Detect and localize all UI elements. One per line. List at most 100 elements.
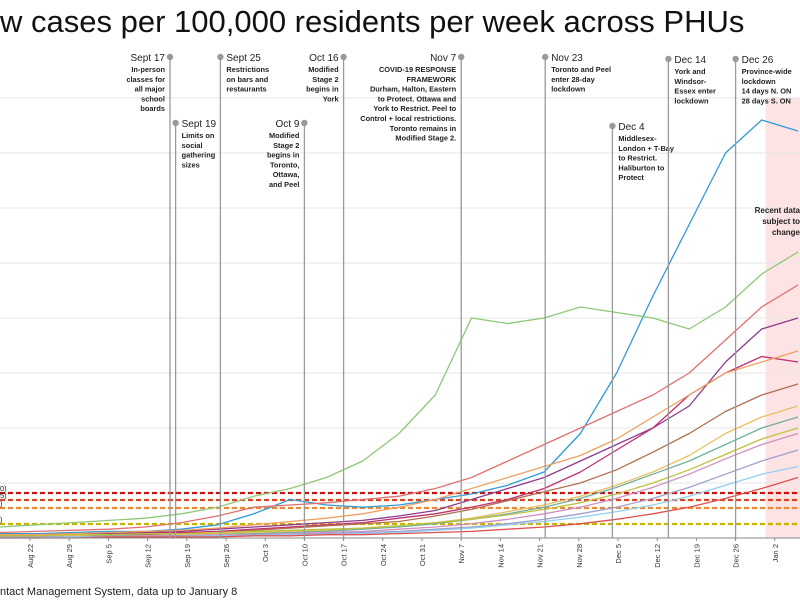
event-description-line: Toronto,	[270, 160, 299, 169]
event-description-line: COVID-19 RESPONSE	[379, 65, 456, 74]
event-description-line: Stage 2	[273, 141, 299, 150]
series-line	[0, 350, 799, 536]
event-description-line: school	[141, 94, 165, 103]
event-description-line: Durham, Halton, Eastern	[370, 85, 457, 94]
event-description-line: Toronto and Peel	[551, 65, 611, 74]
event-description-line: to Restrict.	[618, 154, 657, 163]
event-description-line: Limits on	[182, 131, 215, 140]
event-description-line: gathering	[182, 151, 216, 160]
event-description-line: 14 days N. ON	[742, 87, 792, 96]
chart-title: w cases per 100,000 residents per week a…	[0, 4, 745, 39]
event-dot	[301, 119, 308, 127]
event-description-line: London + T-Bay	[618, 144, 675, 153]
event-dot	[217, 53, 224, 61]
series-line	[0, 119, 799, 535]
gridlines	[0, 97, 800, 539]
event-dot	[172, 119, 179, 127]
event-dot	[732, 55, 739, 63]
event-description-line: lockdown	[742, 77, 777, 86]
event-title: Sept 17	[131, 53, 166, 64]
event-title: Dec 26	[742, 55, 774, 66]
series-line	[0, 284, 799, 534]
event-title: Dec 14	[674, 55, 706, 66]
event-dot	[542, 53, 549, 61]
x-tick-label: Oct 17	[340, 544, 349, 566]
event-description-line: all major	[135, 85, 166, 94]
event-description-line: York to Restrict. Peel to	[373, 104, 456, 113]
series-lines	[0, 119, 799, 539]
event-description-line: Protect	[618, 173, 644, 182]
event-title: Oct 9	[275, 119, 299, 130]
x-tick-label: Oct 31	[418, 544, 427, 566]
series-line	[0, 449, 799, 538]
x-tick-label: Oct 3	[261, 544, 270, 562]
event-description-line: lockdown	[551, 85, 586, 94]
event-description-line: Toronto remains in	[390, 124, 457, 133]
threshold-label: 5)	[0, 491, 7, 500]
event-description-line: Modified	[269, 131, 300, 140]
x-tick-label: Dec 5	[614, 544, 623, 564]
series-line	[0, 405, 799, 538]
x-tick-label: Sep 5	[104, 544, 113, 564]
event-title: Nov 7	[430, 53, 457, 64]
event-dot	[340, 53, 347, 61]
recent-data-note: Recent data subject to change	[755, 206, 800, 237]
x-tick-label: Jan 2	[771, 544, 780, 562]
event-description-line: classes for	[126, 75, 165, 84]
series-line	[0, 317, 799, 536]
x-tick-label: Oct 24	[379, 544, 388, 566]
event-description-line: Essex enter	[674, 87, 716, 96]
recent-data-note-line: Recent data	[755, 206, 800, 215]
recent-data-note-line: change	[772, 228, 800, 237]
event-description-line: York	[323, 94, 340, 103]
event-title: Sept 25	[226, 53, 261, 64]
event-description-line: 28 days S. ON	[742, 96, 791, 105]
event-description-line: Ottawa,	[273, 170, 300, 179]
event-description-line: Restrictions	[226, 65, 269, 74]
event-title: Dec 4	[618, 122, 645, 133]
event-title: Nov 23	[551, 53, 583, 64]
x-tick-label: Sep 19	[183, 544, 192, 568]
event-dot	[665, 55, 672, 63]
event-description-line: and Peel	[269, 180, 299, 189]
event-description-line: Windsor-	[674, 77, 706, 86]
series-line	[0, 251, 799, 528]
event-dot	[458, 53, 465, 61]
x-tick-label: Nov 28	[575, 544, 584, 568]
event-description-line: Province-wide	[742, 67, 792, 76]
event-dot	[166, 53, 174, 61]
event-description-line: restaurants	[226, 85, 266, 94]
threshold-lines: 0)5)))	[0, 484, 800, 526]
series-line	[0, 432, 799, 538]
event-title: Sept 19	[182, 119, 217, 130]
x-tick-label: Nov 21	[536, 544, 545, 568]
x-axis-ticks: Aug 22 Aug 29 Sep 5 Sep 12 Sep 19 Sep 26 Oct 3…	[26, 538, 780, 568]
event-description-line: Modified	[308, 65, 339, 74]
event-description-line: on bars and	[226, 75, 268, 84]
event-description-line: FRAMEWORK	[407, 75, 457, 84]
event-description-line: York and	[674, 67, 706, 76]
threshold-label: )	[0, 515, 3, 524]
event-dot	[609, 122, 616, 130]
x-tick-label: Dec 12	[653, 544, 662, 568]
event-description-line: enter 28-day	[551, 75, 595, 84]
series-line	[0, 416, 799, 538]
event-description-line: begins in	[306, 85, 339, 94]
series-line	[0, 476, 799, 539]
x-tick-label: Dec 19	[692, 544, 701, 568]
threshold-label: )	[0, 499, 3, 508]
x-tick-label: Aug 29	[65, 544, 74, 568]
event-description-line: sizes	[182, 160, 200, 169]
event-description-line: boards	[140, 104, 165, 113]
series-line	[0, 383, 799, 537]
event-description-line: Haliburton to	[618, 163, 664, 172]
event-description-line: Modified Stage 2.	[395, 134, 456, 143]
event-description-line: Middlesex-	[618, 134, 657, 143]
event-description-line: social	[182, 141, 203, 150]
event-description-line: In-person	[131, 65, 165, 74]
x-tick-label: Oct 10	[300, 544, 309, 566]
x-tick-label: Sep 26	[222, 544, 231, 568]
x-tick-label: Nov 7	[457, 544, 466, 564]
